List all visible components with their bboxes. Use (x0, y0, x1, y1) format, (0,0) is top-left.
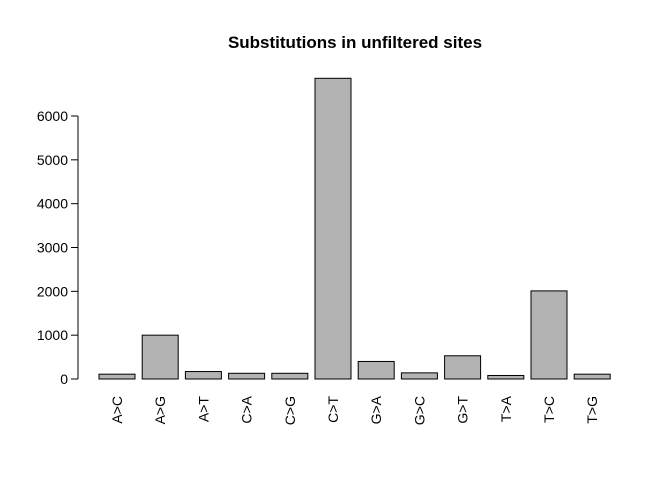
y-tick-label: 0 (60, 371, 68, 387)
bar-g-to-a (357, 360, 395, 380)
y-axis: 0 1000 2000 3000 4000 5000 6000 (37, 108, 79, 387)
category-label: C>A (239, 395, 255, 423)
category-label: C>T (325, 396, 341, 423)
category-label: G>A (368, 395, 384, 424)
y-tick-label: 6000 (37, 108, 68, 124)
y-tick-label: 5000 (37, 152, 68, 168)
category-label: G>C (411, 396, 427, 425)
y-tick-label: 2000 (37, 283, 68, 299)
category-label: T>C (541, 396, 557, 423)
bars-group (98, 77, 611, 380)
y-tick-label: 4000 (37, 196, 68, 212)
category-label: A>C (109, 396, 125, 424)
bar-c-to-t (314, 77, 352, 380)
bar-t-to-a (487, 374, 525, 380)
bar-t-to-c (530, 290, 568, 380)
category-label: G>T (455, 396, 471, 424)
category-label: C>G (282, 396, 298, 425)
category-labels: A>C A>G A>T C>A C>G C>T G>A G>C G>T T>A T>C T>G (109, 395, 600, 425)
bar-c-to-g (271, 372, 309, 380)
chart-title: Substitutions in unfiltered sites (228, 33, 482, 52)
bar-a-to-c (98, 373, 136, 380)
y-tick-label: 3000 (37, 240, 68, 256)
category-label: A>T (195, 396, 211, 423)
y-tick-label: 1000 (37, 327, 68, 343)
bar-g-to-c (400, 372, 438, 380)
category-label: A>G (152, 396, 168, 424)
bar-t-to-g (573, 373, 611, 380)
bar-c-to-a (228, 372, 266, 380)
bar-a-to-g (141, 334, 179, 380)
category-label: T>G (584, 396, 600, 424)
bar-a-to-t (184, 371, 222, 380)
bar-g-to-t (444, 355, 482, 380)
category-label: T>A (498, 395, 514, 422)
